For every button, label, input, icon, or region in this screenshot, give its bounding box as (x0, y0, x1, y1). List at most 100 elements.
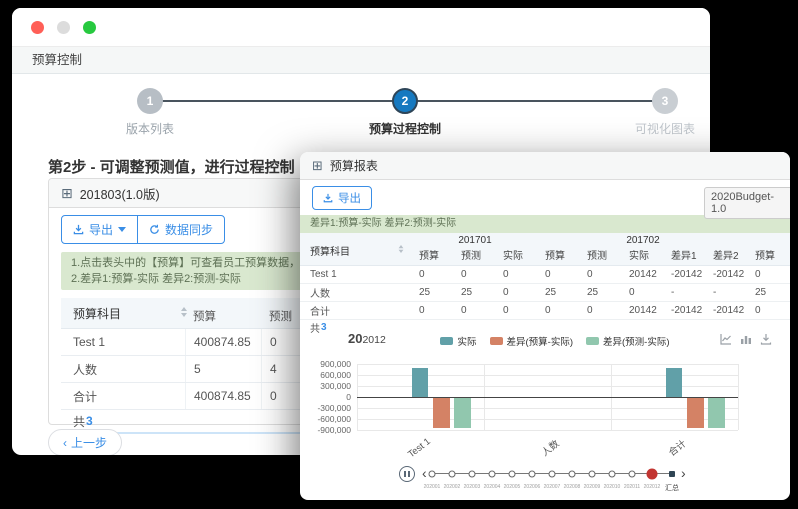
cell-value: 0 (261, 329, 337, 355)
cell-value: 25 (461, 287, 473, 298)
download-icon (323, 193, 333, 203)
legend-label: 差异(预算-实际) (506, 337, 574, 348)
download-icon[interactable] (760, 333, 772, 345)
timeline-node[interactable] (428, 470, 436, 478)
stepper-step-1[interactable]: 1 版本列表 (90, 88, 210, 137)
sort-icon[interactable] (398, 245, 404, 253)
legend-item[interactable]: 差异(预测-实际) (586, 334, 670, 348)
close-button[interactable] (31, 20, 44, 34)
column-header[interactable]: 预算 (545, 251, 565, 262)
report-toolbar: 导出 2020Budget-1.0 (300, 180, 790, 219)
cell-value: - (671, 287, 675, 298)
column-header[interactable]: 预测 (587, 251, 607, 262)
timeline-node[interactable] (608, 470, 616, 478)
timeline-node[interactable] (448, 470, 456, 478)
column-header[interactable]: 实际 (503, 251, 523, 262)
export-button[interactable]: 导出 (61, 215, 139, 244)
step-label: 可视化图表 (634, 122, 695, 136)
timeline-label: 202005 (503, 484, 521, 490)
cell-value: 0 (503, 305, 509, 316)
timeline-node[interactable] (548, 470, 556, 478)
timeline-node[interactable] (628, 470, 636, 478)
cell-value: 4 (261, 356, 337, 382)
timeline-next-arrow[interactable]: › (681, 465, 686, 481)
bar-实际-合计[interactable] (666, 368, 682, 397)
table-icon: ⊞ (312, 157, 323, 173)
y-tick-label: 0 (346, 392, 351, 402)
table-row: 人数 25 25 0 25 25 0 - - 25 (300, 284, 790, 302)
timeline-prev-arrow[interactable]: ‹ (422, 465, 427, 481)
stepper-step-2[interactable]: 2 预算过程控制 (345, 88, 465, 137)
timeline-play-button[interactable] (399, 466, 415, 482)
cell-subject: 人数 (73, 362, 98, 377)
report-table-header: 预算科目 201701 201702 预算 预测 实际 预算 预测 实际 差异1 差异2 预算 (300, 233, 790, 266)
timeline-label: 汇总 (665, 485, 679, 492)
cell-value: 0 (755, 269, 761, 280)
x-axis-line (357, 397, 738, 398)
timeline-node[interactable] (669, 471, 675, 477)
plot-area: 900,000 600,000 300,000 0 -300,000 -600,000 -9… (317, 359, 739, 435)
bar-差异(预测-实际)-Test 1[interactable] (454, 398, 471, 429)
stepper-step-3[interactable]: 3 可视化图表 (605, 88, 710, 137)
chevron-down-icon (118, 227, 127, 232)
gridline (357, 430, 738, 431)
bar-实际-Test 1[interactable] (412, 368, 428, 397)
cell-value: 20142 (629, 269, 657, 280)
column-header[interactable]: 预算 (419, 251, 439, 262)
version-select[interactable]: 2020Budget-1.0 (704, 187, 790, 219)
cell-value: 0 (461, 305, 467, 316)
minimize-button[interactable] (57, 20, 70, 34)
chart-toolbox (720, 333, 772, 345)
cell-value: 400874.85 (185, 383, 261, 409)
step-label: 预算过程控制 (368, 122, 441, 136)
bar-差异(预测-实际)-合计[interactable] (708, 398, 725, 429)
table-row: Test 1 0 0 0 0 0 20142 -20142 -20142 0 (300, 266, 790, 284)
column-header[interactable]: 预测 (461, 251, 481, 262)
column-header[interactable]: 差异1 (671, 251, 697, 262)
chart-title: 20 2012 (348, 331, 386, 346)
report-export-button[interactable]: 导出 (312, 186, 372, 210)
cell-value: 0 (503, 269, 509, 280)
column-group-201701: 201701 (458, 235, 492, 246)
timeline-label: 202008 (563, 484, 581, 490)
notice-line-2: 2.差异1:预算-实际 差异2:预测-实际 (71, 273, 241, 285)
timeline-label: 202010 (603, 484, 621, 490)
previous-step-button[interactable]: ‹ 上一步 (48, 429, 123, 455)
bar-差异(预算-实际)-合计[interactable] (687, 398, 704, 429)
cell-value: 25 (545, 287, 557, 298)
report-notice: 差异1:预算-实际 差异2:预测-实际 (300, 215, 790, 233)
column-header[interactable]: 实际 (629, 251, 649, 262)
sort-icon[interactable] (181, 307, 187, 317)
timeline-label: 202004 (483, 484, 501, 490)
timeline-node[interactable] (588, 470, 596, 478)
timeline-node-current[interactable] (646, 468, 658, 480)
report-panel-title: 预算报表 (329, 159, 378, 173)
legend-swatch (440, 337, 454, 345)
timeline-label: 202007 (543, 484, 561, 490)
fullscreen-button[interactable] (83, 20, 96, 34)
cell-value: 0 (755, 305, 761, 316)
cell-value: -20142 (671, 305, 703, 316)
window-budget-report: ⊞ 预算报表 导出 2020Budget-1.0 差异1:预算-实际 差异2:预… (300, 152, 790, 500)
column-header-budget[interactable]: 预算 (193, 311, 216, 323)
line-chart-icon[interactable] (720, 333, 732, 345)
column-header[interactable]: 预算 (755, 251, 775, 262)
data-sync-button[interactable]: 数据同步 (137, 215, 226, 244)
timeline-node[interactable] (508, 470, 516, 478)
timeline-node[interactable] (568, 470, 576, 478)
timeline-node[interactable] (488, 470, 496, 478)
timeline-node[interactable] (468, 470, 476, 478)
gridline (738, 364, 739, 430)
cell-value: 0 (587, 269, 593, 280)
legend-item[interactable]: 实际 (440, 334, 477, 348)
legend-item[interactable]: 差异(预算-实际) (489, 334, 574, 348)
refresh-icon (150, 224, 159, 234)
y-tick-label: 900,000 (320, 359, 351, 369)
bar-chart-icon[interactable] (740, 333, 752, 345)
cell-value: 5 (185, 356, 261, 382)
bar-差异(预算-实际)-Test 1[interactable] (433, 398, 450, 429)
column-header-forecast[interactable]: 预测 (269, 311, 292, 323)
column-header[interactable]: 差异2 (713, 251, 739, 262)
timeline-node[interactable] (528, 470, 536, 478)
